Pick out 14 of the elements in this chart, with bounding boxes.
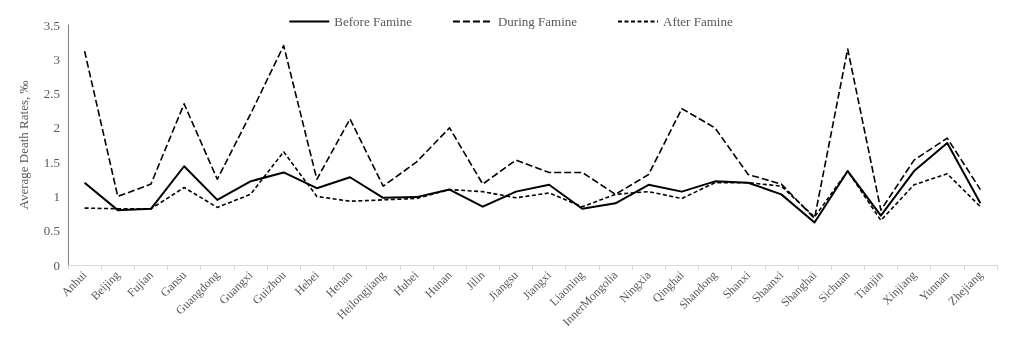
legend-label: Before Famine	[334, 14, 413, 29]
y-tick-label: 2.5	[43, 86, 60, 102]
y-tick-label: 0	[53, 257, 60, 273]
y-tick-label: 2	[53, 120, 60, 136]
legend-label: During Famine	[497, 14, 578, 29]
y-tick-label: 3	[53, 51, 60, 67]
y-tick-label: 1	[53, 188, 60, 204]
legend-label: After Famine	[663, 14, 733, 29]
y-axis-title: Average Death Rates, ‰	[16, 80, 31, 210]
y-tick-label: 3.5	[43, 17, 60, 33]
y-tick-label: 0.5	[43, 223, 60, 239]
x-tick-label: Jilin	[463, 268, 488, 293]
line-series	[83, 44, 982, 220]
y-tick-label: 1.5	[43, 154, 60, 170]
